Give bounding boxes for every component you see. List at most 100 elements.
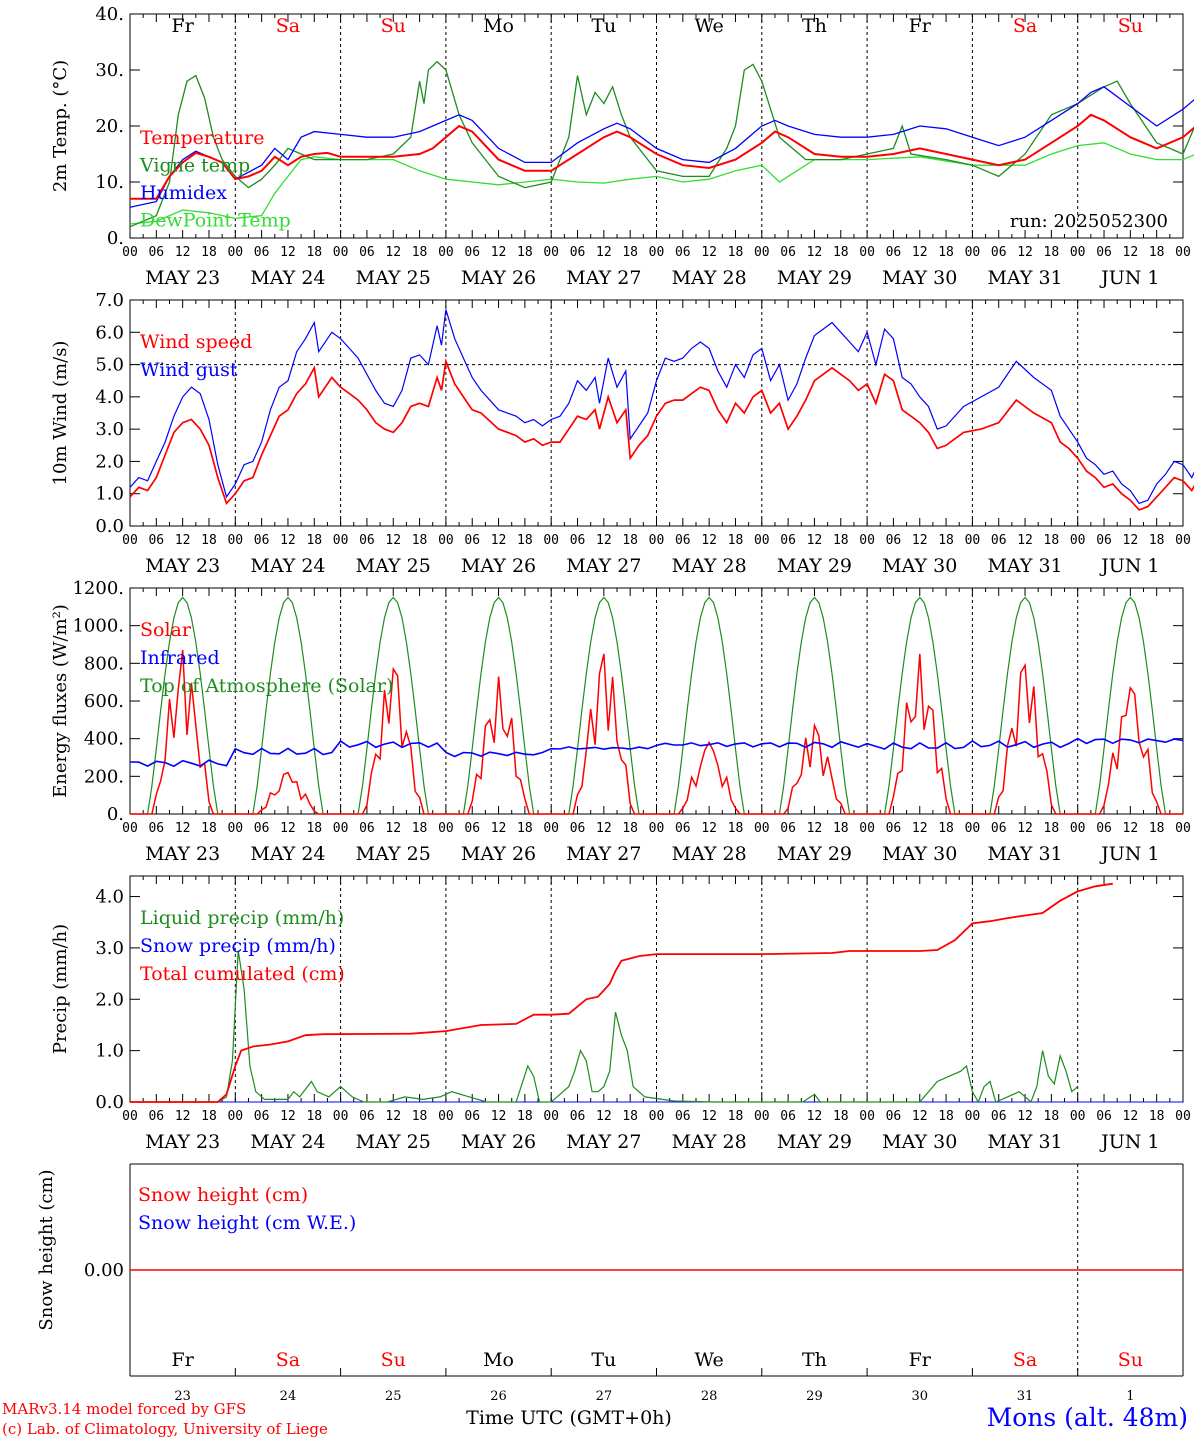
hour-label: 18 bbox=[1149, 245, 1165, 260]
hour-label: 12 bbox=[385, 533, 401, 548]
legend-entry: Liquid precip (mm/h) bbox=[140, 907, 344, 929]
hour-label: 00 bbox=[1070, 1109, 1086, 1124]
date-label: MAY 29 bbox=[777, 1131, 852, 1153]
y-tick-label: 600. bbox=[84, 691, 124, 712]
hour-label: 00 bbox=[1070, 245, 1086, 260]
weekday-label: Th bbox=[802, 15, 827, 37]
hour-label: 18 bbox=[1149, 821, 1165, 836]
y-tick-label: 2.0 bbox=[95, 989, 124, 1010]
hour-label: 00 bbox=[859, 1109, 875, 1124]
hour-label: 00 bbox=[754, 821, 770, 836]
y-axis-label: Snow height (cm) bbox=[36, 1169, 57, 1330]
hour-label: 12 bbox=[701, 245, 717, 260]
hour-label: 18 bbox=[1149, 1109, 1165, 1124]
hour-label: 06 bbox=[359, 533, 375, 548]
weekday-label: Fr bbox=[172, 15, 195, 37]
day-number: 28 bbox=[701, 1389, 718, 1404]
y-tick-label: 6.0 bbox=[95, 322, 124, 343]
hour-label: 12 bbox=[1017, 821, 1033, 836]
hour-label: 06 bbox=[991, 245, 1007, 260]
hour-label: 18 bbox=[938, 245, 954, 260]
legend-entry: Vigne temp bbox=[139, 155, 250, 177]
date-label: MAY 24 bbox=[250, 843, 325, 865]
date-label: JUN 1 bbox=[1099, 555, 1159, 577]
hour-label: 00 bbox=[333, 533, 349, 548]
hour-label: 12 bbox=[491, 533, 507, 548]
date-label: MAY 27 bbox=[566, 1131, 641, 1153]
hour-label: 00 bbox=[1175, 821, 1191, 836]
station-label: Mons (alt. 48m) bbox=[987, 1403, 1188, 1432]
date-label: MAY 31 bbox=[987, 267, 1062, 289]
hour-label: 18 bbox=[412, 1109, 428, 1124]
date-label: MAY 26 bbox=[461, 1131, 536, 1153]
hour-label: 00 bbox=[227, 821, 243, 836]
hour-label: 18 bbox=[622, 1109, 638, 1124]
hour-label: 12 bbox=[491, 821, 507, 836]
hour-label: 18 bbox=[833, 245, 849, 260]
hour-label: 06 bbox=[464, 821, 480, 836]
hour-label: 06 bbox=[675, 533, 691, 548]
hour-label: 00 bbox=[122, 533, 138, 548]
hour-label: 18 bbox=[201, 533, 217, 548]
y-tick-label: 0. bbox=[107, 228, 124, 249]
y-tick-label: 0. bbox=[107, 804, 124, 825]
date-label: MAY 25 bbox=[356, 267, 431, 289]
day-number: 30 bbox=[911, 1389, 928, 1404]
hour-label: 12 bbox=[807, 821, 823, 836]
y-tick-label: 800. bbox=[84, 653, 124, 674]
weekday-label: Fr bbox=[909, 15, 932, 37]
date-label: MAY 25 bbox=[356, 843, 431, 865]
hour-label: 18 bbox=[833, 1109, 849, 1124]
series-vigne-temp bbox=[129, 60, 1194, 228]
hour-label: 06 bbox=[886, 533, 902, 548]
hour-label: 00 bbox=[543, 1109, 559, 1124]
weekday-label: Sa bbox=[1013, 1349, 1037, 1371]
hour-label: 00 bbox=[1175, 533, 1191, 548]
date-label: MAY 23 bbox=[145, 1131, 220, 1153]
hour-label: 18 bbox=[517, 1109, 533, 1124]
date-label: MAY 27 bbox=[566, 843, 641, 865]
hour-label: 12 bbox=[280, 1109, 296, 1124]
date-label: MAY 30 bbox=[882, 843, 957, 865]
date-label: MAY 28 bbox=[672, 267, 747, 289]
hour-label: 18 bbox=[201, 1109, 217, 1124]
hour-label: 06 bbox=[359, 821, 375, 836]
hour-label: 12 bbox=[912, 1109, 928, 1124]
hour-label: 06 bbox=[148, 245, 164, 260]
hour-label: 18 bbox=[622, 533, 638, 548]
hour-label: 18 bbox=[622, 821, 638, 836]
legend-entry: Snow height (cm) bbox=[138, 1184, 308, 1206]
hour-label: 00 bbox=[227, 1109, 243, 1124]
y-tick-label: 0.0 bbox=[95, 516, 124, 537]
date-label: MAY 24 bbox=[250, 555, 325, 577]
panel-frame-0 bbox=[129, 13, 1184, 239]
day-number: 29 bbox=[806, 1389, 823, 1404]
hour-label: 00 bbox=[438, 821, 454, 836]
hour-label: 00 bbox=[1070, 533, 1086, 548]
hour-label: 12 bbox=[1123, 1109, 1139, 1124]
day-number: 26 bbox=[490, 1389, 507, 1404]
day-number: 24 bbox=[280, 1389, 297, 1404]
hour-label: 06 bbox=[570, 533, 586, 548]
y-tick-label: 7.0 bbox=[95, 290, 124, 311]
hour-label: 12 bbox=[175, 245, 191, 260]
hour-label: 06 bbox=[991, 533, 1007, 548]
day-number: 31 bbox=[1017, 1389, 1034, 1404]
date-label: MAY 29 bbox=[777, 843, 852, 865]
hour-label: 18 bbox=[306, 1109, 322, 1124]
hour-label: 18 bbox=[833, 533, 849, 548]
hour-label: 06 bbox=[570, 245, 586, 260]
hour-label: 18 bbox=[833, 821, 849, 836]
legend-entry: Snow precip (mm/h) bbox=[140, 935, 336, 957]
hour-label: 12 bbox=[807, 245, 823, 260]
day-number: 27 bbox=[596, 1389, 613, 1404]
hour-label: 12 bbox=[701, 821, 717, 836]
date-label: MAY 24 bbox=[250, 267, 325, 289]
hour-label: 06 bbox=[675, 821, 691, 836]
hour-label: 18 bbox=[728, 533, 744, 548]
hour-label: 12 bbox=[596, 821, 612, 836]
hour-label: 18 bbox=[517, 821, 533, 836]
hour-label: 18 bbox=[517, 533, 533, 548]
hour-label: 06 bbox=[1096, 821, 1112, 836]
